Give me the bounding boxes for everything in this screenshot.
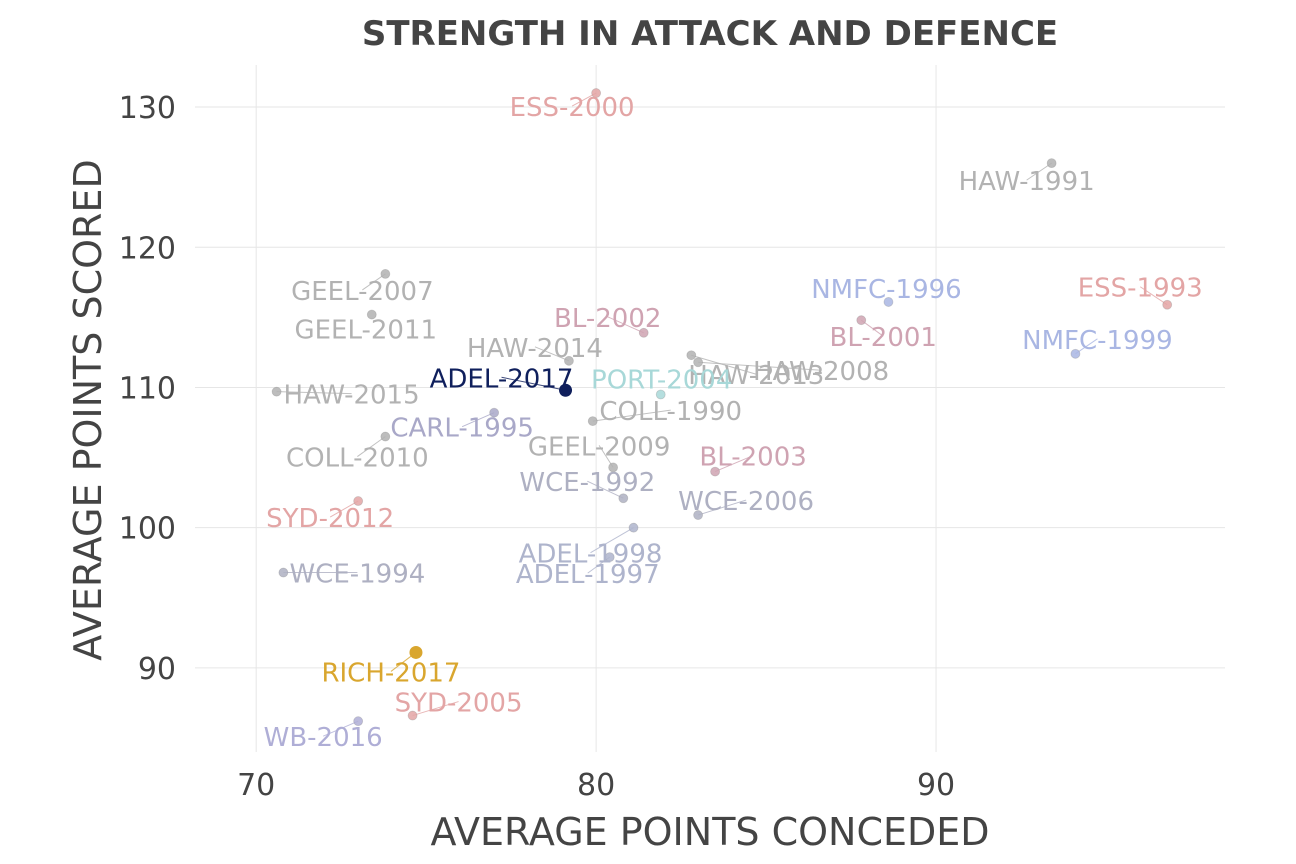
point-wce-1994 [278, 567, 289, 578]
point-carl-1995 [489, 407, 500, 418]
leader-line-wce-2006 [697, 499, 747, 516]
leader-line-wce-1992 [587, 480, 624, 499]
point-bl-2002 [638, 327, 649, 338]
point-label-bl-2002: BL-2002 [554, 304, 661, 334]
point-coll-1990 [587, 416, 598, 427]
y-tick-label: 100 [119, 512, 176, 547]
point-label-bl-2001: BL-2001 [830, 323, 937, 353]
point-geel-2007 [380, 269, 391, 279]
point-label-haw-2008: HAW-2008 [753, 357, 889, 387]
point-wb-2016 [353, 716, 364, 727]
x-tick-label: 70 [237, 768, 275, 803]
leader-line-bl-2003 [714, 455, 754, 473]
axis-ticks: 70 80 90 90 100 110 120 130 [119, 91, 955, 803]
point-label-bl-2003: BL-2003 [699, 443, 806, 473]
point-label-syd-2005: SYD-2005 [395, 689, 523, 719]
leader-line-haw-1991 [1026, 162, 1052, 181]
leader-line-haw-2014 [534, 346, 570, 362]
leader-line-adel-1998 [590, 527, 634, 554]
point-label-syd-2012: SYD-2012 [266, 504, 394, 534]
point-haw-2015 [271, 386, 282, 397]
point-bl-2003 [710, 466, 720, 477]
point-label-coll-2010: COLL-2010 [286, 444, 429, 474]
point-adel-1998 [628, 522, 639, 533]
x-axis-title: AVERAGE POINTS CONCEDED [430, 810, 989, 854]
y-tick-label: 130 [119, 91, 176, 126]
point-label-haw-2014: HAW-2014 [467, 334, 603, 364]
point-label-geel-2009: GEEL-2009 [528, 432, 671, 462]
data-points [271, 88, 1173, 727]
point-ess-1993 [1162, 299, 1173, 310]
point-label-adel-2017: ADEL-2017 [430, 364, 574, 394]
point-label-coll-1990: COLL-1990 [599, 397, 742, 427]
point-label-haw-1991: HAW-1991 [959, 167, 1095, 197]
point-label-adel-1997: ADEL-1997 [516, 560, 660, 590]
leader-line-haw-2013 [691, 354, 757, 375]
data-point-labels: ESS-2000 HAW-1991 GEEL-2007 GEEL-2011 NMFC-1… [264, 93, 1203, 753]
leader-line-wb-2016 [322, 720, 359, 737]
point-nmfc-1999 [1070, 348, 1081, 359]
point-label-wce-1994: WCE-1994 [289, 560, 425, 590]
point-ess-2000 [591, 88, 602, 98]
chart-title: STRENGTH IN ATTACK AND DEFENCE [362, 14, 1058, 54]
point-rich-2017 [409, 645, 423, 659]
point-label-wb-2016: WB-2016 [264, 723, 383, 753]
point-adel-2017 [559, 383, 573, 397]
point-label-nmfc-1996: NMFC-1996 [811, 275, 962, 305]
point-label-adel-1998: ADEL-1998 [519, 540, 663, 570]
leader-line-haw-2008 [698, 361, 822, 371]
label-leader-lines [276, 92, 1168, 737]
point-syd-2012 [353, 496, 364, 506]
point-label-geel-2007: GEEL-2007 [291, 277, 434, 307]
point-bl-2001 [856, 315, 867, 326]
x-tick-label: 80 [577, 768, 615, 803]
y-axis-title: AVERAGE POINTS SCORED [66, 159, 110, 660]
leader-line-carl-1995 [461, 412, 495, 428]
leader-line-coll-1990 [592, 409, 671, 422]
point-label-geel-2011: GEEL-2011 [294, 316, 437, 346]
point-label-port-2004: PORT-2004 [591, 365, 732, 395]
leader-line-bl-2002 [607, 316, 644, 334]
point-label-rich-2017: RICH-2017 [321, 658, 460, 688]
point-label-wce-2006: WCE-2006 [678, 487, 814, 517]
point-haw-2008 [693, 357, 704, 368]
point-wce-2006 [693, 510, 704, 520]
leader-line-bl-2001 [860, 319, 884, 337]
point-wce-1992 [618, 493, 629, 504]
point-geel-2011 [366, 309, 377, 320]
leader-line-ess-1993 [1139, 286, 1168, 306]
x-tick-label: 90 [917, 768, 955, 803]
point-label-haw-2015: HAW-2015 [284, 381, 420, 411]
leader-line-coll-2010 [357, 436, 386, 457]
leader-line-syd-2012 [329, 500, 359, 518]
point-geel-2009 [608, 462, 619, 473]
point-haw-2013 [686, 350, 697, 361]
point-label-nmfc-1999: NMFC-1999 [1022, 326, 1173, 356]
point-label-haw-2013: HAW-2013 [688, 361, 824, 391]
point-label-ess-2000: ESS-2000 [510, 93, 635, 123]
point-label-ess-1993: ESS-1993 [1078, 274, 1203, 304]
grid [195, 65, 1225, 752]
point-haw-1991 [1046, 158, 1057, 169]
point-adel-1997 [604, 552, 615, 563]
leader-line-haw-2015 [276, 391, 352, 395]
leader-line-geel-2007 [362, 273, 386, 291]
point-syd-2005 [407, 710, 418, 721]
y-tick-label: 90 [138, 652, 176, 687]
y-tick-label: 120 [119, 231, 176, 266]
point-label-carl-1995: CARL-1995 [390, 414, 534, 444]
leader-line-adel-1997 [587, 556, 611, 574]
leader-line-ess-2000 [571, 92, 597, 107]
point-coll-2010 [380, 431, 391, 442]
point-nmfc-1996 [883, 297, 894, 307]
y-tick-label: 110 [119, 371, 176, 406]
leader-line-syd-2005 [412, 701, 459, 717]
point-port-2004 [655, 389, 666, 400]
point-label-wce-1992: WCE-1992 [519, 468, 655, 498]
leader-line-adel-2017 [501, 376, 566, 391]
point-haw-2014 [564, 355, 574, 366]
